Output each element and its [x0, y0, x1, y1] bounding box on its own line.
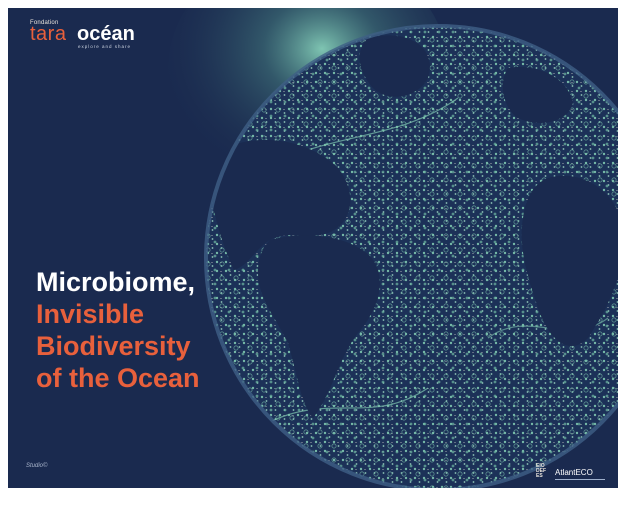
eu-mark-line-3: ES	[536, 473, 543, 479]
logo-tagline: explore and share	[78, 44, 132, 49]
atlanteco-logo[interactable]: AtlantECO	[555, 468, 593, 477]
atlanteco-underline	[555, 479, 605, 480]
cover-page: Fondation tara océan explore and share M…	[8, 8, 618, 488]
title-line-1: Microbiome,	[36, 267, 196, 298]
title-line-4: of the Ocean	[36, 363, 200, 394]
logo-ocean-text: océan	[77, 23, 135, 45]
logo-tara-text: tara	[30, 23, 67, 45]
cover-title: Microbiome, Invisible Biodiversity of th…	[36, 266, 200, 394]
africa-shape	[521, 175, 618, 347]
title-line-2: Invisible	[36, 299, 145, 330]
logo-foundation-text: Fondation	[30, 20, 59, 26]
title-line-3: Biodiversity	[36, 331, 191, 362]
europe-shape	[502, 67, 573, 123]
eu-mark-line-2: DEF	[536, 468, 546, 474]
studio-credit: Studio©	[26, 463, 48, 469]
plankton-globe-illustration	[168, 8, 618, 488]
plankton-pattern	[206, 26, 618, 488]
north-america-shape	[208, 139, 351, 270]
eu-partner-logo[interactable]: EIO DEF ES	[536, 464, 550, 482]
eu-mark-line-1: EIO	[536, 463, 545, 469]
south-america-shape	[258, 235, 380, 418]
greenland-shape	[359, 35, 430, 97]
